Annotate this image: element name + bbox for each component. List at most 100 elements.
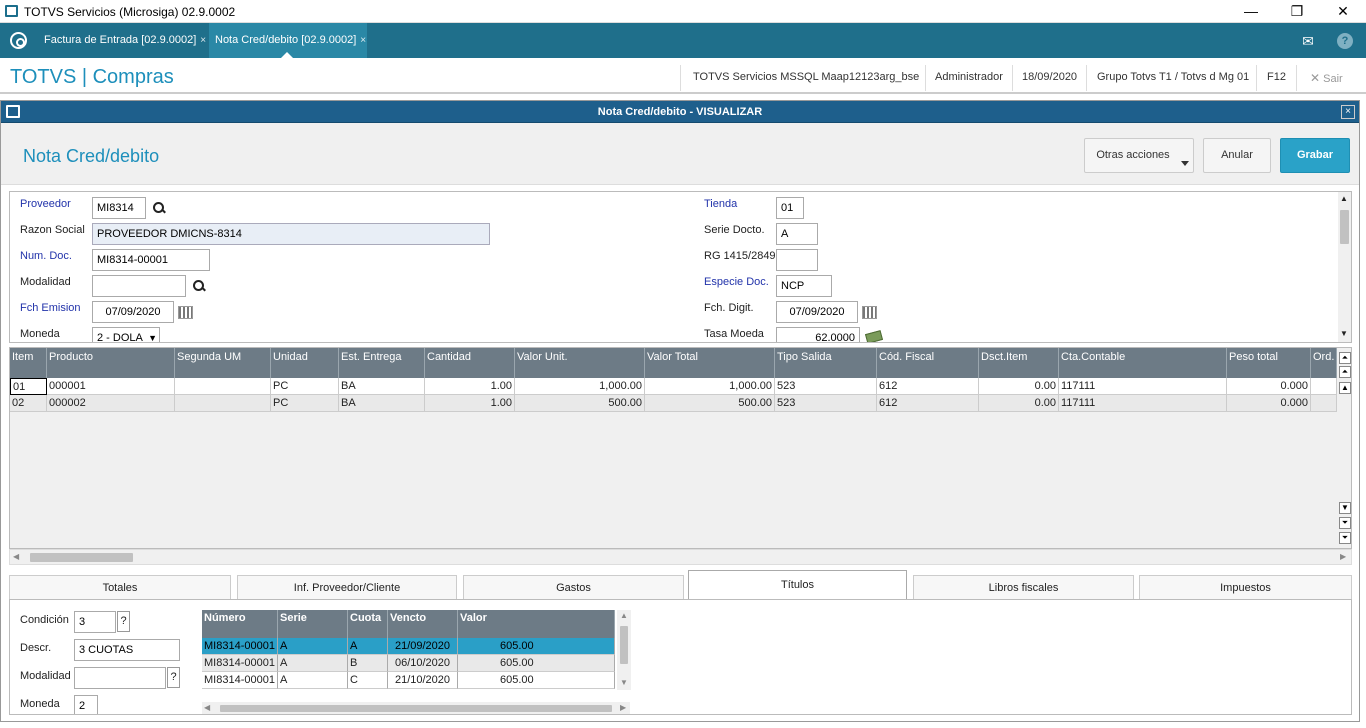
titulos-scroll-thumb[interactable]	[620, 626, 628, 664]
table-cell[interactable]: MI8314-00001	[202, 655, 278, 672]
col-header[interactable]: Producto	[47, 348, 175, 378]
scroll-down-icon[interactable]: ▼	[1339, 502, 1351, 514]
table-cell[interactable]: BA	[339, 395, 425, 412]
table-cell[interactable]	[1311, 378, 1337, 395]
scroll-up-icon[interactable]: ▲	[1340, 194, 1348, 203]
especie-doc-field[interactable]: NCP	[776, 275, 832, 297]
table-cell[interactable]: A	[278, 655, 348, 672]
col-header[interactable]: Tipo Salida	[775, 348, 877, 378]
table-cell[interactable]: 21/09/2020	[388, 638, 458, 655]
table-cell[interactable]: A	[348, 638, 388, 655]
money-icon[interactable]	[864, 330, 884, 342]
col-header[interactable]: Unidad	[271, 348, 339, 378]
scroll-down-icon[interactable]: ▼	[620, 678, 628, 687]
col-header[interactable]: Valor	[458, 610, 615, 638]
modalidad-field[interactable]	[74, 667, 166, 689]
table-cell[interactable]: 01	[10, 378, 47, 395]
table-cell[interactable]: 0.000	[1227, 395, 1311, 412]
table-cell[interactable]: A	[278, 672, 348, 689]
grid-horizontal-scrollbar[interactable]: ◀ ▶	[9, 549, 1352, 565]
form-scrollbar[interactable]: ▲ ▼	[1338, 192, 1351, 342]
scroll-up-icon[interactable]: ▲	[1339, 382, 1351, 394]
table-cell[interactable]: BA	[339, 378, 425, 395]
tab-inf-proveedor[interactable]: Inf. Proveedor/Cliente	[237, 575, 457, 600]
table-cell[interactable]: 1.00	[425, 378, 515, 395]
scroll-right-icon[interactable]: ▶	[620, 703, 627, 712]
scroll-down-icon[interactable]: ▼	[1340, 329, 1348, 338]
fch-emision-field[interactable]: 07/09/2020	[92, 301, 174, 323]
table-cell[interactable]: MI8314-00001	[202, 638, 278, 655]
calendar-icon[interactable]	[178, 306, 193, 319]
scroll-left-icon[interactable]: ◀	[204, 703, 211, 712]
tab-titulos[interactable]: Títulos	[688, 570, 907, 600]
exit-button[interactable]: ✕ Sair	[1310, 71, 1343, 85]
save-button[interactable]: Grabar	[1280, 138, 1350, 173]
cancel-button[interactable]: Anular	[1203, 138, 1271, 173]
condicion-field[interactable]: 3	[74, 611, 116, 633]
table-cell[interactable]: C	[348, 672, 388, 689]
table-cell[interactable]: 605.00	[458, 672, 615, 689]
tab-close-icon[interactable]: ×	[200, 35, 207, 46]
form-scroll-thumb[interactable]	[1340, 210, 1349, 244]
search-icon[interactable]	[152, 201, 166, 215]
calendar-icon[interactable]	[862, 306, 877, 319]
modalidad-field[interactable]	[92, 275, 186, 297]
help-icon[interactable]: ?	[1337, 33, 1353, 49]
table-cell[interactable]: 0.00	[979, 395, 1059, 412]
table-cell[interactable]: MI8314-00001	[202, 672, 278, 689]
col-header[interactable]: Serie	[278, 610, 348, 638]
table-cell[interactable]: 1.00	[425, 395, 515, 412]
scroll-right-icon[interactable]: ▶	[1340, 552, 1347, 561]
tab-libros-fiscales[interactable]: Libros fiscales	[913, 575, 1134, 600]
moneda-select[interactable]: 2 - DOLA ▼	[92, 327, 160, 342]
tab-factura-entrada[interactable]: Factura de Entrada [02.9.0002] ×	[38, 23, 208, 58]
titulos-hscroll-thumb[interactable]	[220, 705, 612, 712]
col-header[interactable]: Cta.Contable	[1059, 348, 1227, 378]
tab-totales[interactable]: Totales	[9, 575, 231, 600]
scroll-page-down-icon[interactable]: ⏷	[1339, 517, 1351, 529]
col-header[interactable]: Número	[202, 610, 278, 638]
scroll-top-icon[interactable]: ⏶	[1339, 352, 1351, 364]
col-header[interactable]: Peso total	[1227, 348, 1311, 378]
moneda-field[interactable]: 2	[74, 695, 98, 714]
table-cell[interactable]: PC	[271, 395, 339, 412]
scroll-bottom-icon[interactable]: ⏷	[1339, 532, 1351, 544]
tab-impuestos[interactable]: Impuestos	[1139, 575, 1352, 600]
tab-gastos[interactable]: Gastos	[463, 575, 684, 600]
table-cell[interactable]: 21/10/2020	[388, 672, 458, 689]
shortcut-info[interactable]: F12	[1267, 71, 1286, 83]
table-cell[interactable]: 523	[775, 378, 877, 395]
table-cell[interactable]: 605.00	[458, 655, 615, 672]
minimize-button[interactable]: —	[1244, 3, 1258, 19]
scroll-page-up-icon[interactable]: ⏶	[1339, 366, 1351, 378]
table-cell[interactable]	[1311, 395, 1337, 412]
col-header[interactable]: Vencto	[388, 610, 458, 638]
titulos-scrollbar[interactable]: ▲ ▼	[617, 610, 631, 690]
restore-button[interactable]: ❐	[1290, 3, 1304, 19]
tab-close-icon[interactable]: ×	[360, 35, 367, 46]
modalidad-lookup-button[interactable]: ?	[167, 667, 180, 688]
table-cell[interactable]: 523	[775, 395, 877, 412]
table-cell[interactable]: 612	[877, 378, 979, 395]
other-actions-button[interactable]: Otras acciones	[1084, 138, 1194, 173]
proveedor-field[interactable]: MI8314	[92, 197, 146, 219]
col-header[interactable]: Est. Entrega	[339, 348, 425, 378]
table-cell[interactable]: 0.00	[979, 378, 1059, 395]
col-header[interactable]: Segunda UM	[175, 348, 271, 378]
tasa-moeda-field[interactable]: 62.0000	[776, 327, 860, 342]
col-header[interactable]: Dsct.Item	[979, 348, 1059, 378]
table-cell[interactable]: 1,000.00	[645, 378, 775, 395]
rg-field[interactable]	[776, 249, 818, 271]
table-cell[interactable]: 117111	[1059, 378, 1227, 395]
col-header[interactable]: Valor Unit.	[515, 348, 645, 378]
table-cell[interactable]	[175, 395, 271, 412]
scroll-left-icon[interactable]: ◀	[13, 552, 20, 561]
col-header[interactable]: Valor Total	[645, 348, 775, 378]
table-cell[interactable]: 000002	[47, 395, 175, 412]
table-cell[interactable]: 0.000	[1227, 378, 1311, 395]
dialog-close-button[interactable]: ×	[1341, 105, 1355, 119]
col-header[interactable]: Item	[10, 348, 47, 378]
mail-icon[interactable]: ✉	[1302, 33, 1314, 49]
col-header[interactable]: Cuota	[348, 610, 388, 638]
scroll-up-icon[interactable]: ▲	[620, 611, 628, 620]
